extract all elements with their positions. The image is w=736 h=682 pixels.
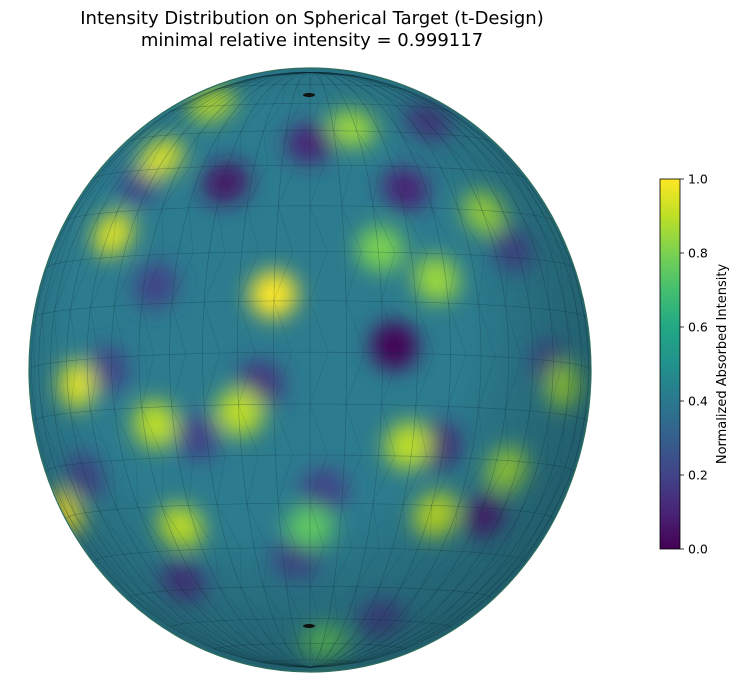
sphere-shading (29, 68, 591, 672)
chart-title: Intensity Distribution on Spherical Targ… (80, 8, 544, 29)
intensity-spot (79, 94, 120, 133)
north-pole-mark (303, 93, 315, 97)
colorbar-ticks: 0.0 0.2 0.4 0.6 0.8 1.0 (680, 172, 708, 557)
colorbar-tick-label: 0.8 (688, 246, 708, 261)
colorbar: 0.0 0.2 0.4 0.6 0.8 1.0 Normalized Absorbed I… (659, 172, 730, 557)
chart-title-block: Intensity Distribution on Spherical Targ… (0, 8, 624, 52)
sphere-surface (28, 67, 592, 673)
colorbar-tick-label: 0.6 (688, 320, 708, 335)
colorbar-label: Normalized Absorbed Intensity (715, 264, 730, 465)
colorbar-tick-label: 0.2 (688, 468, 708, 483)
south-pole-mark (303, 624, 315, 628)
sphere-outline (28, 67, 592, 673)
colorbar-gradient (659, 178, 681, 550)
colorbar-tick-label: 0.4 (688, 394, 708, 409)
intensity-spot (560, 182, 591, 226)
colorbar-tick-label: 1.0 (688, 172, 708, 187)
chart-subtitle: minimal relative intensity = 0.999117 (140, 30, 484, 51)
colorbar-tick-label: 0.0 (688, 542, 708, 557)
